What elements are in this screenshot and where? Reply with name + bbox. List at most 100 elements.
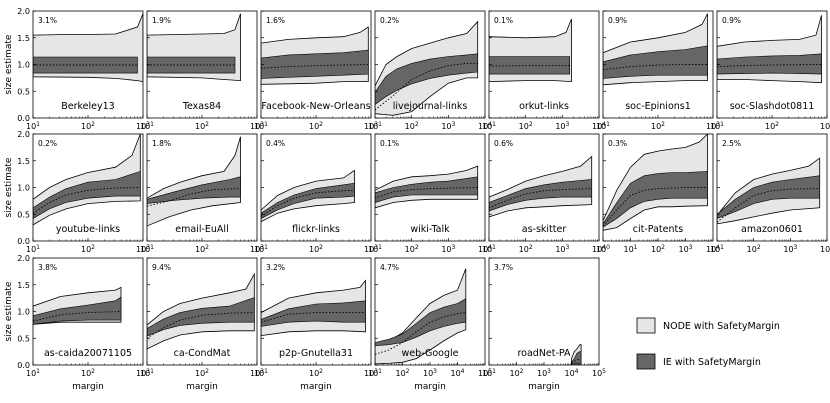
y-tick-label: 0.0	[17, 237, 30, 246]
x-tick-exponent: 3	[146, 121, 150, 128]
x-tick-label: 104	[706, 244, 720, 254]
x-tick-label: 103	[250, 368, 264, 378]
x-tick-label: 104	[478, 121, 492, 131]
x-tick-label: 102	[81, 121, 95, 131]
panel-as-caida20071105: 101 102 103 0.0 0.5 1.0 1.5 2.0 3.8% as-caida2007…	[4, 254, 150, 392]
x-tick-label: 103	[364, 244, 378, 254]
panel-title: youtube-links	[56, 224, 120, 235]
ie-band	[375, 298, 467, 347]
ie-band	[489, 179, 592, 212]
ie-band	[33, 56, 138, 74]
plot-area	[147, 272, 255, 350]
x-tick-exponent: 3	[374, 121, 378, 128]
panel-title: roadNet-PA	[517, 348, 571, 359]
x-tick-label: 102	[195, 121, 209, 131]
panel-as-skitter: 101 102 103 104 0.6% as-skitter	[482, 133, 606, 254]
x-tick-label: 101	[710, 244, 724, 254]
x-tick-exponent: 2	[415, 244, 419, 251]
median-line	[717, 64, 822, 68]
y-tick-label: 1.5	[17, 34, 30, 43]
ie-band	[717, 175, 820, 219]
ie-band	[33, 296, 122, 325]
y-tick-label: 2.0	[17, 254, 30, 263]
x-tick-exponent: 1	[378, 121, 382, 128]
x-tick-label: 102	[81, 368, 95, 378]
plot-area	[375, 268, 467, 365]
x-axis-label: margin	[72, 382, 104, 392]
x-tick-label: 103	[537, 368, 551, 378]
x-tick-label: 104	[564, 368, 578, 378]
x-tick-exponent: 2	[661, 244, 665, 251]
x-tick-exponent: 3	[566, 121, 570, 128]
x-tick-exponent: 3	[260, 368, 264, 375]
plot-area	[33, 13, 143, 83]
plot-area	[489, 18, 572, 83]
x-tick-label: 102	[309, 121, 323, 131]
panel-title: wiki-Talk	[410, 224, 450, 235]
x-tick-label: 101	[368, 368, 382, 378]
x-tick-exponent: 2	[520, 368, 524, 375]
panel-title: p2p-Gnutella31	[279, 348, 353, 359]
ie-band	[375, 176, 478, 203]
x-tick-label: 101	[368, 244, 382, 254]
plot-area	[603, 134, 708, 231]
x-tick-label: 102	[395, 368, 409, 378]
x-tick-label: 101	[623, 244, 637, 254]
panel-title: livejournal-links	[393, 101, 468, 112]
x-tick-label: 102	[195, 244, 209, 254]
x-tick-exponent: 3	[452, 244, 456, 251]
panel-annotation: 0.9%	[722, 16, 741, 25]
x-tick-label: 102	[405, 244, 419, 254]
panel-annotation: 0.1%	[494, 16, 513, 25]
panel-annotation: 3.1%	[38, 16, 57, 25]
x-tick-exponent: 4	[575, 368, 579, 375]
x-tick-exponent: 2	[205, 368, 209, 375]
x-tick-label: 103	[364, 368, 378, 378]
x-tick-exponent: 3	[716, 121, 720, 128]
ie-band	[375, 53, 478, 105]
y-axis-label: size estimate	[4, 34, 14, 94]
x-tick-exponent: 1	[36, 121, 40, 128]
x-tick-label: 103	[136, 368, 150, 378]
y-axis-label: size estimate	[4, 157, 14, 217]
x-tick-exponent: 3	[146, 368, 150, 375]
x-tick-exponent: 3	[260, 121, 264, 128]
x-tick-exponent: 2	[406, 368, 410, 375]
x-tick-exponent: 3	[566, 244, 570, 251]
panel-flickr-links: 101 102 103 0.4% flickr-links	[254, 133, 378, 254]
x-tick-exponent: 1	[150, 244, 154, 251]
y-tick-label: 0.5	[17, 334, 30, 343]
x-tick-exponent: 4	[602, 121, 606, 128]
panel-annotation: 1.8%	[152, 139, 171, 148]
y-tick-label: 0.5	[17, 87, 30, 96]
x-tick-label: 102	[747, 244, 761, 254]
x-tick-label: 103	[555, 244, 569, 254]
x-tick-label: 102	[81, 244, 95, 254]
x-tick-label: 105	[478, 368, 492, 378]
x-tick-label: 103	[441, 121, 455, 131]
x-axis-label: margin	[186, 382, 218, 392]
x-tick-exponent: 3	[374, 244, 378, 251]
x-tick-exponent: 3	[433, 368, 437, 375]
panel-soc-slashdot0811: 101 102 103 0.9% soc-Slashdot0811	[710, 10, 830, 131]
x-tick-label: 104	[478, 244, 492, 254]
x-tick-label: 103	[250, 244, 264, 254]
x-axis-label: margin	[414, 382, 446, 392]
panel-annotation: 3.2%	[266, 263, 285, 272]
x-tick-label: 101	[140, 244, 154, 254]
y-tick-label: 2.0	[17, 130, 30, 139]
panel-annotation: 0.2%	[38, 139, 57, 148]
plot-area	[261, 26, 369, 85]
x-tick-label: 101	[368, 121, 382, 131]
legend-swatch	[636, 353, 656, 370]
x-tick-exponent: 2	[757, 244, 761, 251]
x-tick-label: 102	[195, 368, 209, 378]
x-tick-label: 105	[592, 368, 606, 378]
plot-area	[375, 20, 479, 116]
x-tick-exponent: 2	[91, 368, 95, 375]
panel-ca-condmat: 101 102 103 9.4% ca-CondMat margin	[140, 257, 264, 392]
x-tick-label: 103	[555, 121, 569, 131]
panel-title: Berkeley13	[61, 101, 114, 112]
median-line	[571, 358, 581, 364]
x-tick-exponent: 4	[461, 368, 465, 375]
